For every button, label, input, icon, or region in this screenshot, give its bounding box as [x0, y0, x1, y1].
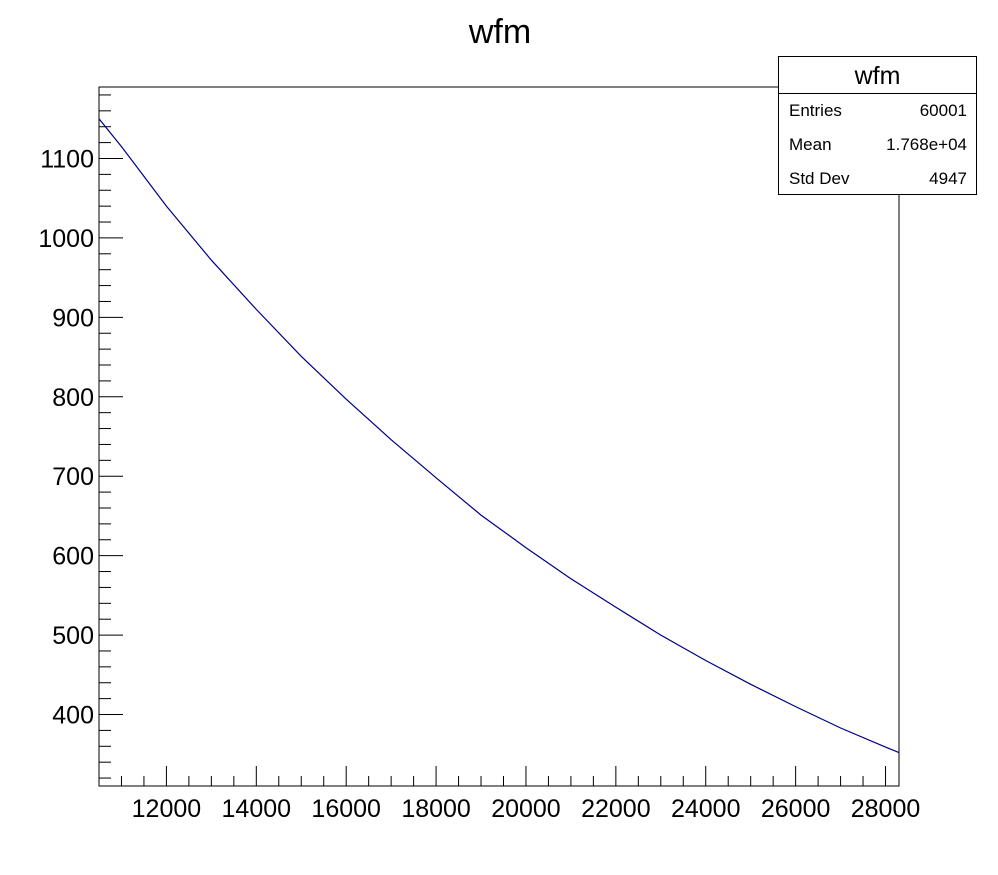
stats-stddev-value: 4947: [929, 169, 967, 188]
stats-row-mean: Mean 1.768e+04: [779, 128, 976, 162]
series-layer: [98, 118, 900, 754]
x-tick-label: 12000: [132, 795, 202, 823]
series-line: [98, 118, 900, 754]
y-tick-label: 1000: [38, 225, 94, 253]
plot-frame: [98, 86, 900, 787]
stats-row-entries: Entries 60001: [779, 94, 976, 128]
chart-title: wfm: [468, 13, 531, 51]
x-tick-label: 22000: [581, 795, 651, 823]
x-tick-label: 14000: [222, 795, 292, 823]
y-tick-label: 1100: [40, 145, 94, 173]
stats-mean-label: Mean: [789, 135, 832, 154]
stats-box: wfm Entries 60001 Mean 1.768e+04 Std Dev…: [778, 56, 977, 195]
x-axis: 12000 14000 16000 18000 20000 22000 24000 26000…: [98, 766, 921, 823]
stats-stddev-label: Std Dev: [789, 169, 850, 188]
stats-entries-label: Entries: [789, 101, 842, 120]
y-tick-label: 700: [52, 463, 94, 491]
y-tick-label: 400: [52, 702, 94, 730]
x-tick-label: 20000: [491, 795, 561, 823]
stats-title: wfm: [779, 57, 976, 94]
stats-mean-value: 1.768e+04: [886, 135, 967, 154]
x-tick-label: 26000: [761, 795, 831, 823]
x-tick-label: 28000: [851, 795, 921, 823]
x-tick-label: 16000: [311, 795, 381, 823]
y-tick-label: 600: [52, 543, 94, 571]
y-tick-label: 800: [52, 384, 94, 412]
x-tick-label: 18000: [401, 795, 471, 823]
x-tick-label: 24000: [671, 795, 741, 823]
y-axis: 400 500 600 700 800 900 1000 1100: [38, 94, 123, 779]
stats-row-stddev: Std Dev 4947: [779, 162, 976, 196]
y-tick-label: 900: [52, 304, 94, 332]
y-tick-label: 500: [52, 622, 94, 650]
stats-entries-value: 60001: [919, 101, 967, 120]
